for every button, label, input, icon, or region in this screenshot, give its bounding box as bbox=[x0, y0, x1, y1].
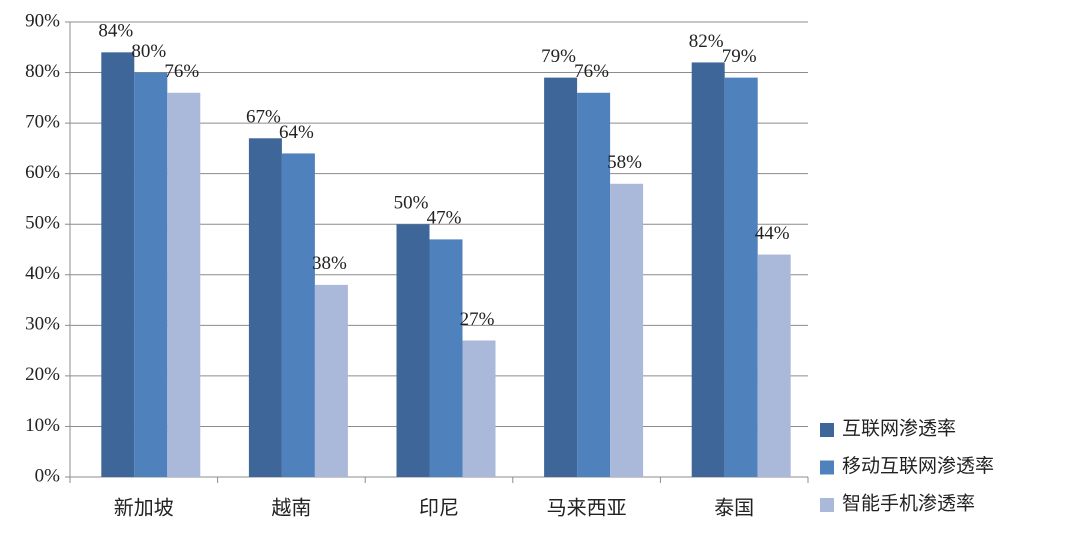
bar bbox=[134, 72, 168, 478]
value-label: 58% bbox=[607, 152, 642, 173]
bar bbox=[544, 77, 578, 477]
value-label: 64% bbox=[279, 122, 314, 143]
y-tick-label: 30% bbox=[25, 314, 60, 335]
bar bbox=[281, 153, 315, 477]
bar bbox=[610, 183, 644, 477]
y-tick-label: 10% bbox=[25, 415, 60, 436]
y-tick-label: 20% bbox=[25, 364, 60, 385]
bar bbox=[724, 77, 758, 477]
y-tick-label: 70% bbox=[25, 111, 60, 132]
value-label: 84% bbox=[98, 21, 133, 42]
y-tick-label: 60% bbox=[25, 162, 60, 183]
bar bbox=[757, 254, 791, 477]
x-tick-label: 马来西亚 bbox=[547, 497, 627, 520]
value-label: 44% bbox=[755, 223, 790, 244]
legend-swatch bbox=[820, 498, 834, 512]
bar bbox=[396, 224, 430, 477]
bar bbox=[101, 52, 135, 477]
y-tick-label: 0% bbox=[35, 465, 61, 486]
value-label: 50% bbox=[394, 193, 429, 214]
y-tick-label: 50% bbox=[25, 213, 60, 234]
x-tick-label: 印尼 bbox=[419, 497, 459, 520]
y-tick-label: 80% bbox=[25, 61, 60, 82]
value-label: 27% bbox=[460, 309, 495, 330]
value-label: 79% bbox=[722, 46, 757, 67]
bar bbox=[429, 239, 463, 477]
value-label: 38% bbox=[312, 253, 347, 274]
value-label: 82% bbox=[689, 31, 724, 52]
legend-label: 互联网渗透率 bbox=[842, 417, 956, 439]
legend-label: 移动互联网渗透率 bbox=[842, 455, 994, 477]
bar bbox=[248, 138, 282, 477]
x-tick-label: 新加坡 bbox=[114, 497, 174, 520]
x-tick-label: 泰国 bbox=[714, 497, 754, 520]
legend-swatch bbox=[820, 460, 834, 475]
bar bbox=[167, 92, 201, 478]
value-label: 80% bbox=[131, 41, 166, 62]
bar bbox=[691, 62, 725, 477]
value-label: 76% bbox=[574, 61, 609, 82]
x-tick-label: 越南 bbox=[271, 497, 311, 520]
legend-swatch bbox=[820, 423, 834, 437]
value-label: 67% bbox=[246, 107, 281, 128]
value-label: 76% bbox=[164, 61, 199, 82]
bar bbox=[314, 284, 348, 477]
bar bbox=[577, 92, 611, 478]
y-tick-label: 40% bbox=[25, 263, 60, 284]
value-label: 47% bbox=[427, 208, 462, 229]
bar bbox=[462, 340, 496, 477]
y-tick-label: 90% bbox=[25, 10, 60, 31]
value-label: 79% bbox=[541, 46, 576, 67]
legend-label: 智能手机渗透率 bbox=[842, 492, 975, 514]
